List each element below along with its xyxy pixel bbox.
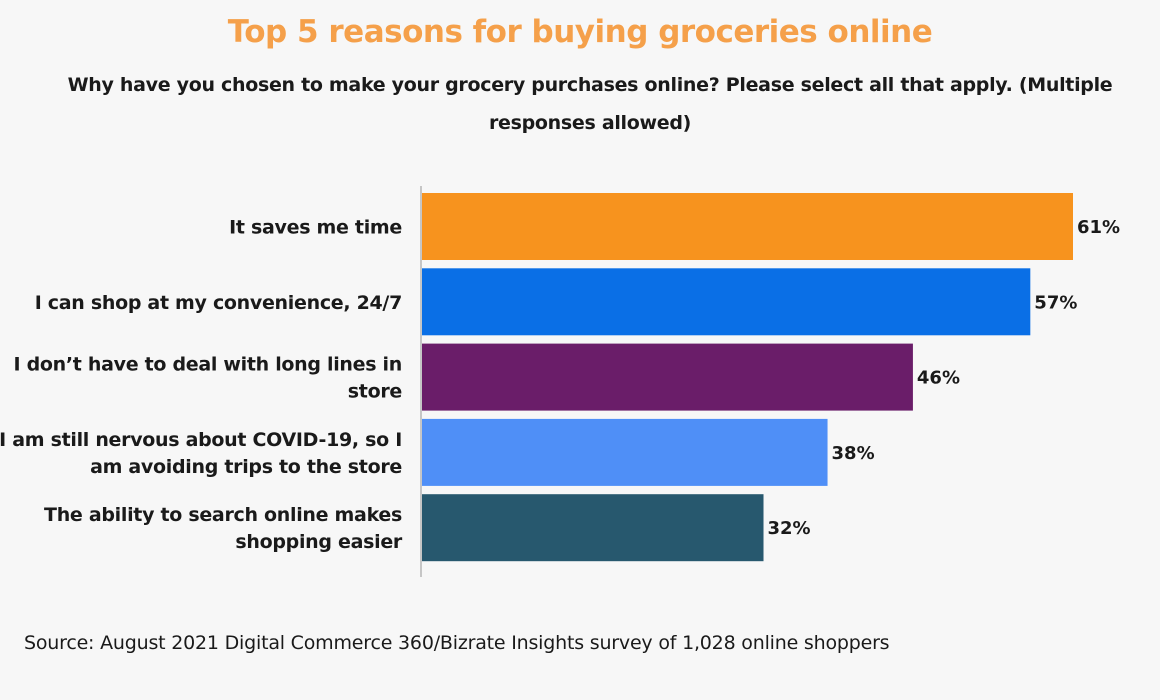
data-label: 61% (1077, 217, 1120, 238)
chart-subtitle: Why have you chosen to make your grocery… (67, 74, 1113, 134)
bar (422, 193, 1073, 260)
bar (422, 494, 764, 562)
source-note: Source: August 2021 Digital Commerce 360… (24, 632, 890, 654)
data-label: 32% (768, 518, 811, 539)
category-label: It saves me time (229, 217, 402, 239)
data-label: 38% (832, 443, 875, 464)
data-label: 57% (1034, 292, 1077, 313)
category-label: I don’t have to deal with long lines in s… (14, 354, 403, 403)
category-label: I can shop at my convenience, 24/7 (35, 292, 402, 314)
bar (422, 343, 913, 411)
data-label: 46% (917, 368, 960, 389)
bar (422, 268, 1031, 336)
chart-title: Top 5 reasons for buying groceries onlin… (227, 14, 933, 50)
bar (422, 418, 828, 486)
category-label: The ability to search online makes shoppi… (44, 504, 403, 553)
